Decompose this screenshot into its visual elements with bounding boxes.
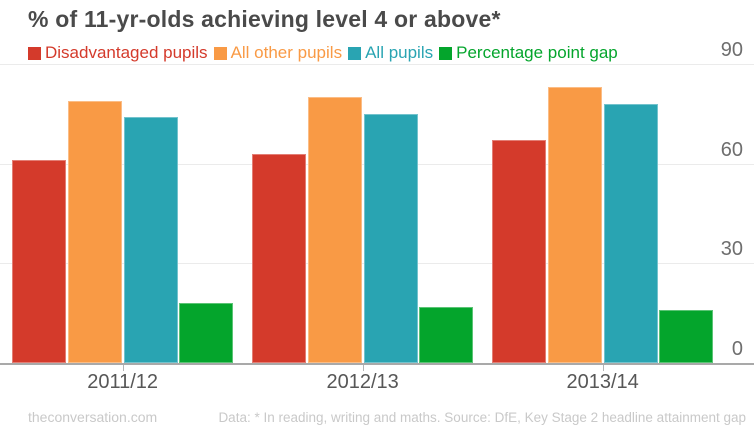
legend-label: All pupils (365, 43, 434, 62)
legend-swatch-icon (439, 46, 453, 60)
data-source-note: Data: * In reading, writing and maths. S… (218, 410, 746, 425)
y-axis-tick-label: 0 (731, 338, 743, 360)
bar-2011-12-series-1 (12, 160, 66, 363)
source-attribution: theconversation.com (28, 409, 158, 425)
bar-2011-12-series-2 (67, 100, 122, 363)
bar-2013-14-series-3 (603, 103, 658, 363)
y-axis-tick-label: 90 (720, 39, 743, 61)
chart-legend: Disadvantaged pupils All other pupils All … (28, 44, 624, 62)
y-axis-tick-label: 30 (720, 238, 743, 261)
bar-2011-12-series-4 (179, 303, 234, 363)
bar-2012-13-series-1 (252, 153, 306, 363)
legend-swatch-icon (28, 46, 41, 60)
legend-swatch-icon (348, 46, 362, 60)
bar-2012-13-series-4 (419, 306, 474, 363)
chart-title: % of 11-yr-olds achieving level 4 or abo… (28, 6, 501, 32)
y-axis-tick-label: 60 (720, 138, 743, 161)
legend-swatch-icon (213, 46, 227, 60)
x-axis-tick (362, 365, 364, 371)
bar-2012-13-series-2 (307, 97, 362, 363)
x-axis-category-label: 2013/14 (566, 371, 639, 393)
x-axis-tick (602, 365, 604, 371)
bar-2013-14-series-1 (492, 140, 546, 363)
gridline-90 (0, 64, 754, 65)
legend-label: All other pupils (230, 43, 343, 62)
x-axis-category-label: 2012/13 (326, 371, 399, 393)
x-axis-category-label: 2011/12 (87, 371, 159, 393)
legend-label: Percentage point gap (456, 43, 618, 62)
legend-item-3: All pupils (348, 44, 433, 62)
legend-item-1: Disadvantaged pupils (28, 44, 208, 62)
legend-item-4: Percentage point gap (439, 44, 618, 62)
bar-2012-13-series-3 (363, 113, 418, 363)
bar-2013-14-series-2 (547, 87, 602, 363)
legend-label: Disadvantaged pupils (45, 43, 208, 62)
bar-2013-14-series-4 (659, 309, 714, 363)
x-axis-tick (122, 365, 124, 371)
x-axis-line (0, 362, 754, 365)
bar-2011-12-series-3 (123, 117, 178, 363)
legend-item-2: All other pupils (213, 43, 343, 62)
